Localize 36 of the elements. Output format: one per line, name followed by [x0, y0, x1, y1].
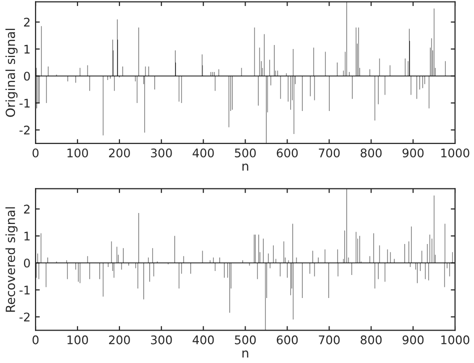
x-tick-label: 100 — [68, 148, 88, 158]
y-axis-title: Original signal — [5, 28, 18, 117]
x-tick-label: 800 — [360, 335, 382, 344]
x-tick-label: 800 — [360, 148, 382, 158]
x-tick-label: 0 — [32, 335, 39, 344]
x-tick-label: 700 — [318, 148, 340, 158]
x-tick-label: 600 — [276, 148, 298, 158]
y-tick-label: -1 — [19, 98, 30, 108]
y-tick-label: -2 — [19, 126, 30, 134]
x-tick-label: 200 — [109, 335, 130, 344]
x-axis-title: n — [242, 164, 248, 171]
x-tick-label: 1000 — [441, 335, 470, 344]
x-tick-label: 200 — [109, 148, 130, 158]
x-tick-label: 600 — [276, 335, 298, 344]
x-tick-label: 300 — [151, 148, 172, 158]
y-tick-label: -2 — [19, 312, 30, 322]
y-tick-label: -1 — [19, 286, 30, 294]
y-tick-label: 0 — [24, 258, 30, 268]
x-tick-label: 500 — [234, 148, 256, 158]
x-tick-label: 1000 — [441, 148, 470, 158]
y-axis-title: Recovered signal — [5, 207, 18, 312]
x-tick-label: 300 — [151, 335, 172, 344]
x-tick-label: 400 — [192, 148, 214, 158]
y-tick-label: 1 — [24, 232, 30, 240]
x-tick-label: 900 — [402, 335, 424, 344]
y-tick-label: 0 — [24, 72, 30, 81]
x-tick-label: 700 — [318, 335, 340, 344]
x-tick-label: 400 — [192, 335, 214, 344]
x-axis-title: n — [242, 350, 248, 358]
y-tick-label: 2 — [24, 204, 30, 214]
y-tick-label: 2 — [24, 18, 30, 27]
y-tick-label: 1 — [24, 44, 30, 54]
x-tick-label: 500 — [234, 335, 256, 344]
x-tick-label: 900 — [402, 148, 424, 158]
x-tick-label: 100 — [68, 335, 88, 344]
x-tick-label: 0 — [32, 148, 39, 158]
